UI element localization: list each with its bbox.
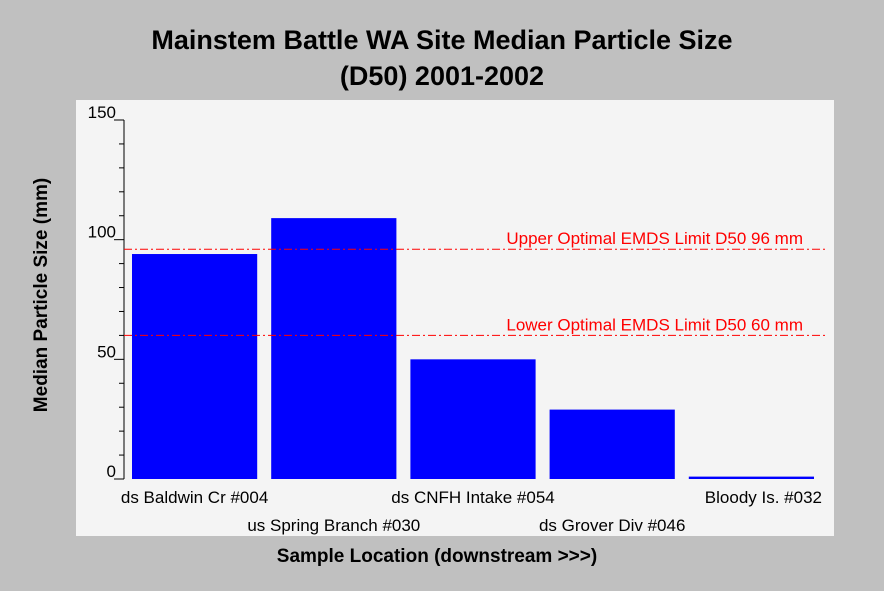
bar [132, 254, 258, 479]
y-tick-label: 150 [88, 103, 116, 122]
x-axis-title: Sample Location (downstream >>>) [276, 546, 598, 567]
chart-title-line2: (D50) 2001-2002 [339, 61, 545, 91]
y-tick-label: 100 [88, 223, 116, 242]
x-tick-label: Bloody Is. #032 [705, 488, 822, 507]
bar [271, 218, 397, 480]
x-tick-label: ds Baldwin Cr #004 [121, 488, 268, 507]
chart-title: Mainstem Battle WA Site Median Particle … [0, 22, 884, 94]
bar [688, 476, 814, 479]
y-tick-label: 50 [97, 342, 116, 361]
y-axis-title: Median Particle Size (mm) [31, 177, 52, 413]
reference-line-label: Lower Optimal EMDS Limit D50 60 mm [506, 315, 803, 334]
bar [410, 359, 536, 479]
x-tick-label: ds Grover Div #046 [539, 516, 685, 535]
reference-line-label: Upper Optimal EMDS Limit D50 96 mm [506, 229, 803, 248]
y-tick-label: 0 [107, 462, 116, 481]
bar [549, 409, 675, 479]
x-tick-label: us Spring Branch #030 [247, 516, 420, 535]
chart-title-line1: Mainstem Battle WA Site Median Particle … [151, 25, 733, 55]
x-tick-label: ds CNFH Intake #054 [391, 488, 554, 507]
